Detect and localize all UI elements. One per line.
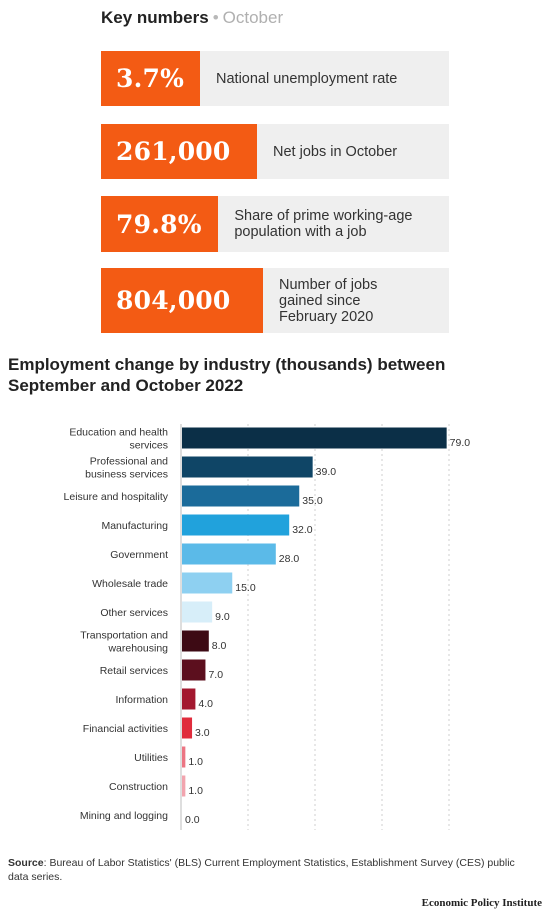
stat-label: National unemployment rate (216, 70, 398, 87)
bar (182, 572, 233, 594)
separator-dot: • (212, 8, 219, 27)
stat-label: Net jobs in October (273, 143, 398, 160)
category-label: Construction (109, 781, 168, 793)
chart-title: Employment change by industry (thousands… (8, 355, 446, 395)
bar (182, 630, 209, 652)
category-label: Mining and logging (80, 810, 168, 822)
stat-card-net-jobs: 261,000 Net jobs in October (101, 124, 449, 179)
category-label: Financial activities (83, 723, 168, 735)
key-numbers-header: Key numbers • October (101, 8, 283, 28)
key-numbers-title: Key numbers (101, 8, 209, 27)
category-label: Education and health services (69, 427, 168, 452)
value-label: 4.0 (198, 698, 213, 710)
category-label: Other services (100, 607, 168, 619)
value-label: 3.0 (195, 727, 210, 739)
category-label: Information (115, 694, 168, 706)
stat-value: 3.7% (101, 51, 200, 106)
category-label: Transportation and warehousing (80, 630, 168, 655)
key-numbers-month: October (222, 8, 284, 27)
stat-value: 79.8% (101, 196, 219, 252)
value-label: 79.0 (450, 437, 471, 449)
value-label: 1.0 (188, 785, 203, 797)
value-label: 15.0 (235, 582, 256, 594)
industry-bar-chart: Education and health services 79.0 Professi… (64, 424, 471, 830)
source-note: Source: Bureau of Labor Statistics' (BLS… (8, 856, 538, 884)
value-label: 1.0 (188, 756, 203, 768)
bar (182, 717, 193, 739)
stat-card-jobs-gained: 804,000 Number of jobs gained since Febr… (101, 268, 449, 333)
value-label: 9.0 (215, 611, 230, 623)
category-label: Wholesale trade (92, 578, 168, 590)
source-text: : Bureau of Labor Statistics' (BLS) Curr… (8, 857, 515, 883)
bar (182, 659, 206, 681)
bar (182, 543, 276, 565)
stat-value: 804,000 (101, 268, 263, 333)
bar (182, 427, 447, 449)
value-label: 32.0 (292, 524, 313, 536)
stat-card-unemployment: 3.7% National unemployment rate (101, 51, 449, 106)
value-label: 28.0 (279, 553, 300, 565)
stat-label: Number of jobs gained since February 202… (279, 276, 378, 325)
source-label: Source (8, 857, 44, 869)
bar (182, 601, 213, 623)
category-label: Government (110, 549, 168, 561)
bar (182, 775, 186, 797)
bar (182, 485, 300, 507)
category-label: Professional and business services (85, 456, 168, 481)
category-label: Retail services (100, 665, 168, 677)
value-label: 39.0 (316, 466, 337, 478)
value-label: 35.0 (302, 495, 323, 507)
bar (182, 688, 196, 710)
brand-logo: Economic Policy Institute (421, 897, 542, 909)
category-label: Utilities (134, 752, 168, 764)
bar (182, 514, 290, 536)
category-label: Leisure and hospitality (64, 491, 169, 503)
bar (182, 456, 313, 478)
stat-value: 261,000 (101, 124, 257, 179)
value-label: 0.0 (185, 814, 200, 826)
value-label: 8.0 (212, 640, 227, 652)
value-label: 7.0 (208, 669, 223, 681)
stat-card-employment-share: 79.8% Share of prime working-age populat… (101, 196, 449, 252)
stat-label: Share of prime working-age population wi… (234, 208, 413, 240)
category-label: Manufacturing (101, 520, 168, 532)
bar (182, 746, 186, 768)
